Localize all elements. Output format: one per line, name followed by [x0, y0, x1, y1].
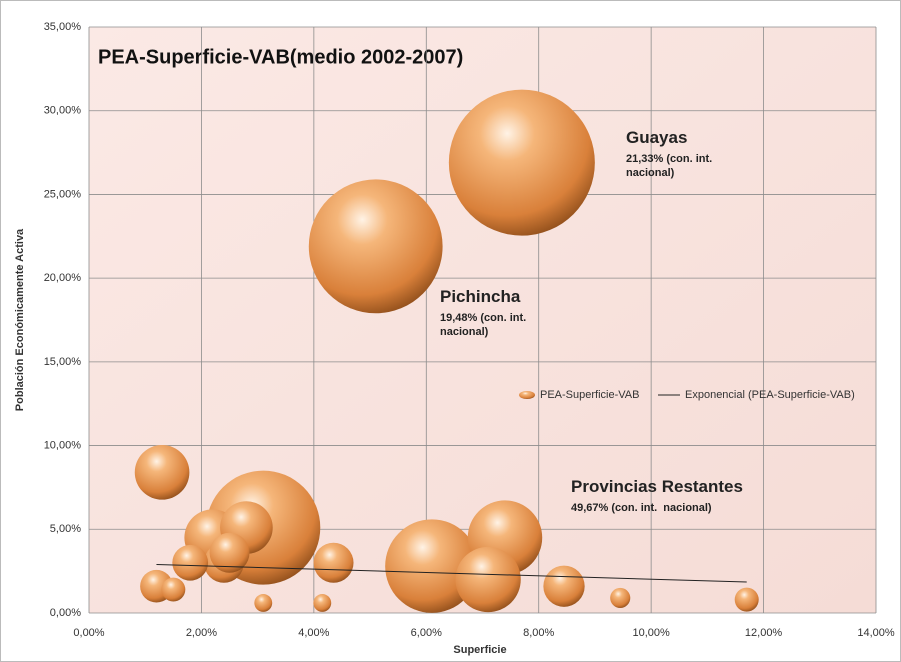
y-tick-label: 0,00% — [50, 607, 81, 619]
x-axis-label: Superficie — [453, 644, 506, 656]
y-tick-label: 20,00% — [44, 272, 82, 284]
y-axis-label: Población Económicamente Activa — [14, 228, 26, 411]
bubble — [172, 544, 209, 581]
bubble — [209, 532, 250, 573]
bubble — [734, 587, 759, 612]
chart-title: PEA-Superficie-VAB(medio 2002-2007) — [98, 46, 463, 68]
annotation-title: Provincias Restantes — [571, 477, 743, 496]
y-tick-label: 10,00% — [44, 439, 82, 451]
bubble — [448, 89, 595, 236]
bubble — [254, 594, 273, 612]
bubble — [543, 565, 585, 607]
y-tick-label: 30,00% — [44, 105, 82, 117]
annotation-title: Guayas — [626, 128, 688, 147]
y-tick-label: 35,00% — [44, 21, 82, 33]
annotation-text: 49,67% (con. int. nacional) — [571, 502, 712, 514]
y-tick-label: 15,00% — [44, 356, 82, 368]
bubble — [308, 179, 443, 314]
bubble — [161, 577, 186, 602]
trend-line — [156, 563, 747, 583]
legend-swatch — [519, 391, 535, 399]
bubble — [134, 445, 190, 500]
annotation-text: 19,48% (con. int. nacional) — [440, 312, 527, 338]
x-tick-label: 10,00% — [632, 627, 670, 639]
bubble — [313, 594, 332, 612]
bubble — [610, 587, 631, 608]
x-tick-label: 12,00% — [745, 627, 783, 639]
x-tick-label: 2,00% — [186, 627, 217, 639]
bubble — [455, 546, 521, 613]
annotation-text: 21,33% (con. int. nacional) — [626, 153, 713, 179]
legend-label: PEA-Superficie-VAB — [540, 389, 639, 401]
annotation-title: Pichincha — [440, 287, 521, 306]
y-tick-label: 5,00% — [50, 523, 81, 535]
bubble — [313, 542, 354, 583]
x-tick-label: 14,00% — [857, 627, 895, 639]
x-tick-label: 6,00% — [411, 627, 442, 639]
bubble — [385, 519, 479, 613]
x-tick-label: 8,00% — [523, 627, 554, 639]
x-tick-label: 0,00% — [73, 627, 104, 639]
y-tick-label: 25,00% — [44, 188, 82, 200]
legend-label: Exponencial (PEA-Superficie-VAB) — [685, 389, 855, 401]
x-tick-label: 4,00% — [298, 627, 329, 639]
